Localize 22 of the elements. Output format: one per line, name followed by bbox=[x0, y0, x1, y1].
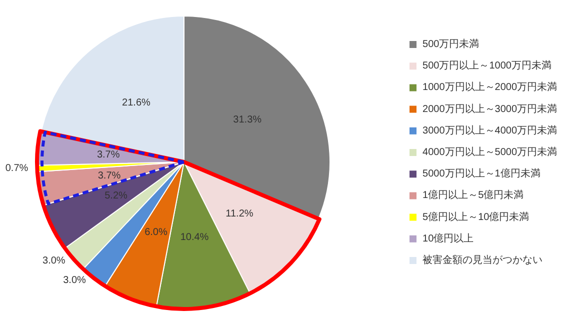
legend-label: 5億円以上～10億円未満 bbox=[422, 210, 530, 223]
data-label: 3.0% bbox=[63, 274, 86, 286]
data-label: 31.3% bbox=[233, 114, 262, 126]
data-label: 10.4% bbox=[180, 232, 209, 243]
legend-label: 3000万円以上～4000万円未満 bbox=[422, 124, 558, 136]
data-label: 11.2% bbox=[226, 208, 254, 220]
legend-label: 1000万円以上～2000万円未満 bbox=[422, 81, 558, 94]
legend-label: 5000万円以上～1億円未満 bbox=[422, 168, 540, 180]
legend-label: 10億円以上 bbox=[422, 232, 474, 244]
data-label: 3.0% bbox=[42, 256, 66, 267]
data-label: 0.7% bbox=[5, 163, 28, 174]
data-label: 5.2% bbox=[104, 190, 128, 202]
data-label: 3.7% bbox=[98, 170, 121, 182]
legend-label: 4000万円以上～5000万円未満 bbox=[422, 146, 558, 158]
legend-label: 500万円未満 bbox=[422, 38, 480, 50]
legend-label: 500万円以上～1000万円未満 bbox=[422, 60, 552, 72]
legend-label: 被害金額の見当がつかない bbox=[422, 254, 543, 266]
data-label: 6.0% bbox=[144, 227, 168, 238]
legend-label: 1億円以上～5億円未満 bbox=[422, 189, 524, 202]
data-label: 3.7% bbox=[96, 149, 120, 160]
legend-label: 2000万円以上～3000万円未満 bbox=[422, 102, 558, 115]
data-label: 21.6% bbox=[122, 97, 150, 108]
